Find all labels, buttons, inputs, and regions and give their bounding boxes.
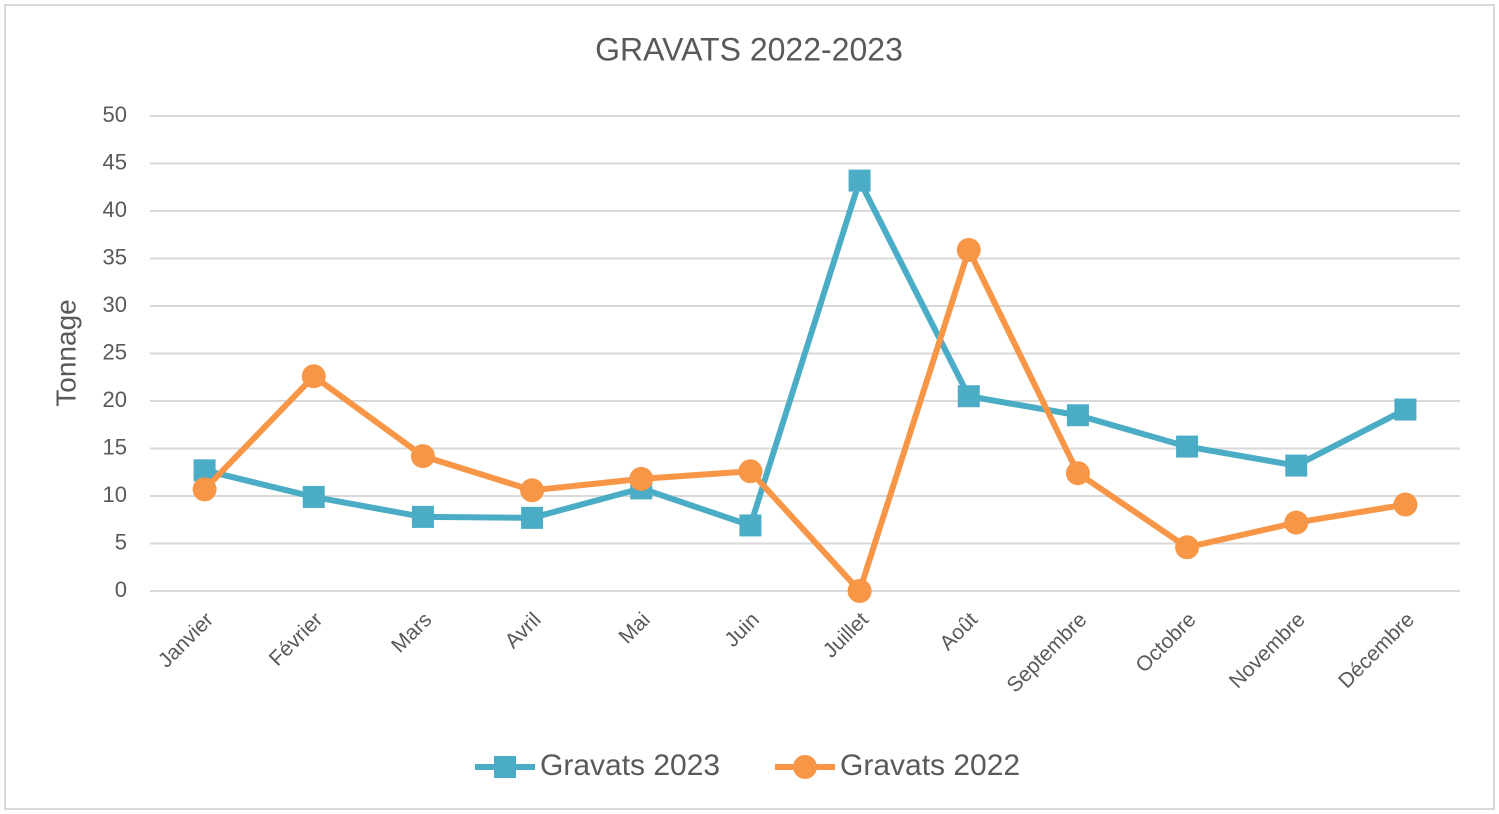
marker: [738, 459, 763, 484]
y-tick-label: 45: [103, 149, 127, 174]
y-tick-label: 15: [103, 434, 127, 459]
y-tick-label: 5: [115, 529, 127, 554]
marker: [192, 477, 217, 502]
legend-label: Gravats 2022: [840, 749, 1020, 782]
y-tick-label: 20: [103, 387, 127, 412]
y-tick-label: 30: [103, 292, 127, 317]
marker: [521, 506, 544, 529]
marker: [1285, 454, 1308, 477]
marker: [1065, 461, 1090, 486]
legend-marker: [494, 756, 516, 778]
y-tick-label: 40: [103, 197, 127, 222]
marker: [1176, 435, 1199, 458]
marker: [629, 466, 654, 491]
marker: [847, 579, 872, 603]
marker: [301, 364, 326, 389]
marker: [302, 485, 325, 508]
series-line: [202, 246, 1406, 594]
y-tick-label: 0: [115, 577, 127, 602]
legend-marker: [793, 755, 817, 779]
marker: [848, 169, 871, 192]
marker: [193, 459, 216, 482]
marker: [739, 514, 762, 537]
marker: [410, 444, 435, 469]
marker: [956, 237, 981, 262]
marker: [1394, 398, 1417, 421]
y-axis-label: Tonnage: [50, 299, 81, 406]
marker: [957, 385, 980, 408]
marker: [1393, 492, 1418, 517]
marker: [520, 478, 545, 503]
chart-frame: [4, 4, 1495, 810]
marker: [1175, 535, 1200, 560]
marker: [1284, 510, 1309, 535]
y-tick-label: 50: [103, 102, 127, 127]
marker: [411, 505, 434, 528]
legend-label: Gravats 2023: [540, 749, 720, 782]
y-tick-label: 25: [103, 339, 127, 364]
y-tick-label: 10: [103, 482, 127, 507]
marker: [1066, 404, 1089, 427]
y-tick-label: 35: [103, 244, 127, 269]
chart-title: GRAVATS 2022-2023: [595, 31, 903, 67]
series-line: [203, 177, 1407, 529]
